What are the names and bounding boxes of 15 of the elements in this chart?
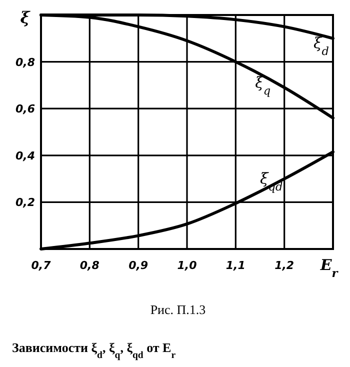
y-tick-label: 0,2 xyxy=(16,196,36,210)
x-tick-label: 0,9 xyxy=(128,259,148,272)
text: Рис. П.1.3 xyxy=(150,302,206,317)
x-tick-label: 1,1 xyxy=(226,259,246,272)
y-tick-label: 0,4 xyxy=(16,149,35,162)
x-tick-label: 1,2 xyxy=(274,259,294,272)
x-tick-label: 1,0 xyxy=(177,259,198,272)
x-tick-label: 0,8 xyxy=(80,259,100,272)
x-axis-title: E$_{r}$ xyxy=(319,256,339,280)
text: Зависимости ξ$_{d}$, ξ$_{q}$, ξ$_{qd}$ от E$_{r}$ xyxy=(12,340,176,360)
y-tick-label: 0,6 xyxy=(16,102,36,116)
series-label: ξ$_{d}$ xyxy=(314,34,329,58)
y-tick-label: 0,8 xyxy=(16,56,36,69)
x-tick-label: 0,7 xyxy=(31,259,52,272)
y-axis-title: ξ xyxy=(20,8,32,27)
